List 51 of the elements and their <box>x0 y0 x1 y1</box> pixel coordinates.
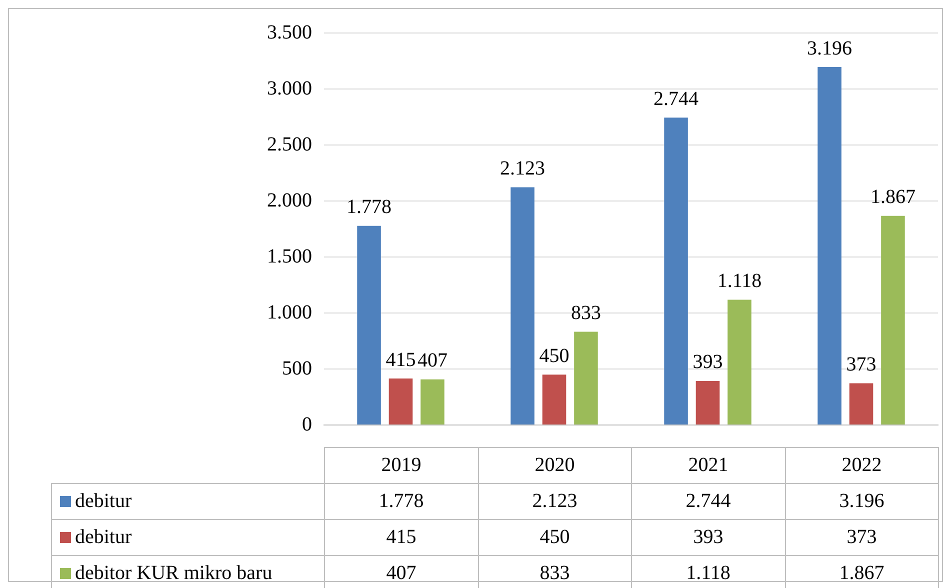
y-tick-label: 3.000 <box>267 77 312 100</box>
data-label: 373 <box>785 520 938 556</box>
text: 450 <box>539 344 570 367</box>
legend-label: debitur <box>75 526 132 548</box>
bar <box>420 379 444 424</box>
data-label: 2.123 <box>478 484 632 520</box>
text: 3.196 <box>807 37 852 60</box>
y-tick-label: 0 <box>302 413 312 436</box>
bar <box>696 380 720 424</box>
legend-label: debitur <box>75 490 132 512</box>
bar <box>728 300 752 424</box>
data-label: 3.196 <box>785 484 938 520</box>
x-tick-label: 2019 <box>324 448 478 484</box>
text: 1.118 <box>717 270 762 292</box>
bar <box>542 374 566 424</box>
bar <box>818 67 842 424</box>
bar <box>881 216 905 424</box>
text: 833 <box>570 302 601 324</box>
data-label: 393 <box>632 520 785 556</box>
text: 2.123 <box>500 157 546 180</box>
data-label: 415 <box>324 520 478 556</box>
data-label: 1.867 <box>785 556 938 588</box>
text: 1.778 <box>346 196 392 218</box>
y-tick-label: 500 <box>282 357 312 380</box>
y-tick-label: 2.500 <box>267 133 312 156</box>
bar <box>510 187 534 424</box>
bar <box>357 226 381 424</box>
data-label: 1.118 <box>632 556 785 588</box>
bar <box>849 383 874 424</box>
data-label: 2.744 <box>632 484 785 520</box>
text: 2.744 <box>654 88 699 110</box>
y-tick-label: 1.000 <box>267 301 312 324</box>
data-label: 1.778 <box>324 484 478 520</box>
x-tick-label: 2021 <box>632 448 785 484</box>
text: 1.867 <box>870 186 916 208</box>
bar <box>388 378 413 424</box>
bar <box>664 118 688 424</box>
bar <box>574 332 598 424</box>
text: 415 <box>386 348 416 371</box>
y-tick-label: 1.500 <box>267 245 312 268</box>
text: 393 <box>692 351 723 374</box>
text: 373 <box>846 353 876 376</box>
x-tick-label: 2020 <box>478 448 632 484</box>
data-label: 407 <box>324 556 478 588</box>
data-label: 450 <box>478 520 632 556</box>
y-tick-label: 2.000 <box>267 189 312 212</box>
data-label: 833 <box>478 556 632 588</box>
text: 407 <box>417 350 448 372</box>
x-tick-label: 2022 <box>785 448 938 484</box>
legend-label: debitor KUR mikro baru <box>75 562 272 584</box>
y-tick-label: 3.500 <box>267 21 312 44</box>
